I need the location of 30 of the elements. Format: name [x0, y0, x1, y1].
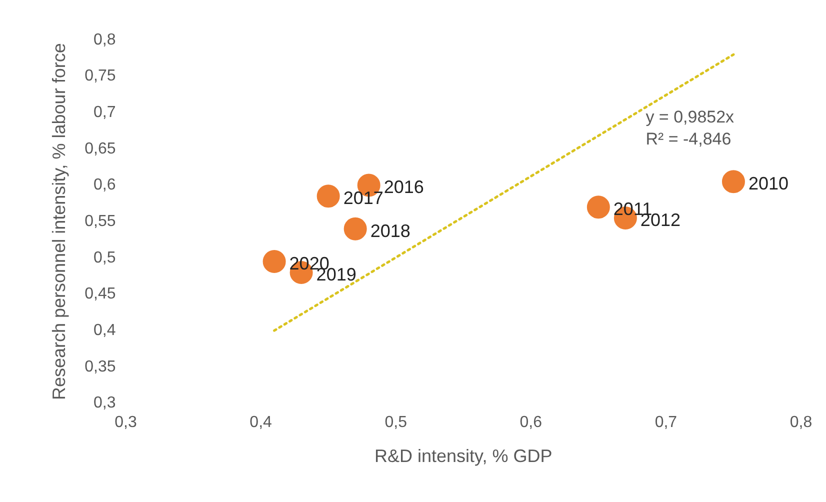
- y-tick-label: 0,4: [93, 322, 116, 339]
- y-tick-label: 0,6: [93, 176, 116, 194]
- y-tick-label: 0,55: [84, 213, 116, 230]
- y-tick-label: 0,5: [93, 249, 116, 266]
- x-tick-label: 0,6: [520, 414, 542, 432]
- annotation: 2018: [370, 220, 410, 241]
- y-tick-label: 0,75: [84, 68, 116, 85]
- x-axis-title: R&D intensity, % GDP: [374, 446, 552, 466]
- point: [586, 196, 610, 219]
- y-tick-label: 0,8: [93, 31, 116, 48]
- x-tick-label: 0,8: [790, 414, 812, 432]
- y-axis-title: Research personnel intensity, % labour force: [48, 43, 69, 400]
- annotation: 2016: [384, 177, 424, 198]
- y-tick-label: 0,7: [93, 104, 116, 122]
- point: [262, 250, 286, 274]
- point: [344, 217, 367, 240]
- point: [722, 170, 745, 194]
- annotation: R² = -4,846: [646, 130, 732, 149]
- x-tick-label: 0,3: [114, 414, 137, 432]
- y-tick-label: 0,65: [84, 140, 116, 158]
- point: [316, 184, 340, 208]
- x-tick-label: 0,5: [384, 414, 408, 432]
- annotation: 2010: [748, 174, 789, 194]
- y-tick-label: 0,3: [93, 394, 116, 412]
- annotation: 2017: [343, 188, 384, 208]
- annotation: y = 0,9852x: [646, 108, 735, 127]
- x-tick-label: 0,4: [250, 414, 272, 432]
- y-tick-label: 0,35: [84, 358, 116, 376]
- y-tick-label: 0,45: [84, 286, 116, 303]
- x-tick-label: 0,7: [654, 414, 678, 432]
